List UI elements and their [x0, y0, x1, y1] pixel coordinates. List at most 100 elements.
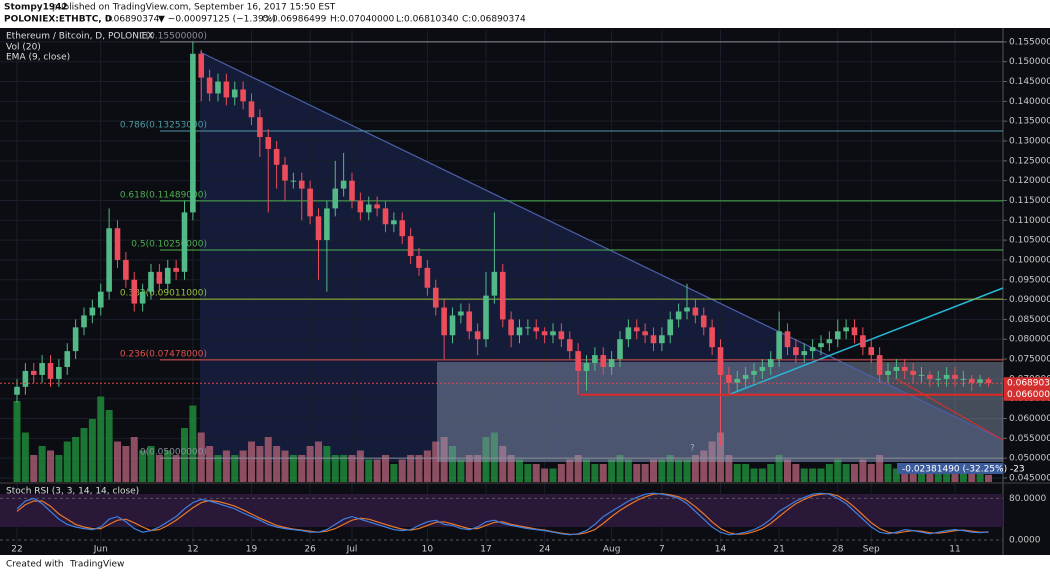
fib-label: 1(0.15500000) — [140, 31, 207, 41]
volume-bar — [725, 455, 733, 482]
candle-body — [106, 228, 112, 292]
volume-bar — [130, 437, 138, 482]
price-label: 0.06600000 — [1007, 390, 1050, 400]
candle-body — [483, 295, 489, 340]
volume-bar — [63, 441, 71, 482]
volume-bar — [340, 455, 348, 482]
volume-bar — [884, 464, 892, 482]
candle-body — [81, 315, 87, 328]
stoch-k-line — [16, 492, 989, 536]
volume-bar — [599, 464, 607, 482]
volume-bar — [449, 446, 456, 482]
candle-body — [114, 228, 121, 260]
volume-bar — [499, 446, 507, 482]
candle-body — [876, 355, 883, 375]
candle-body — [793, 347, 799, 356]
volume-bar — [951, 473, 959, 482]
candle-body — [684, 307, 690, 312]
y-tick-label: 0.09500000 — [1009, 275, 1050, 285]
candle-body — [282, 164, 288, 181]
volume-bar — [30, 455, 38, 482]
volume-bar — [608, 459, 616, 482]
candle-body — [977, 379, 983, 383]
candle-body — [935, 378, 942, 380]
candle-body — [449, 315, 456, 336]
candle-body — [332, 188, 339, 209]
y-tick-label: 0.11500000 — [1009, 196, 1050, 206]
price-label: 0.06890374 — [1007, 379, 1050, 389]
x-tick-label: 12 — [187, 545, 198, 555]
footer-created: Created with — [6, 560, 64, 570]
candle-body — [181, 212, 188, 272]
candle-body — [751, 370, 757, 375]
volume-bar — [909, 468, 917, 482]
candle-body — [432, 287, 439, 308]
y-tick-label: 0.14500000 — [1009, 77, 1050, 87]
volume-bar — [222, 450, 230, 482]
candle-body — [290, 180, 297, 182]
volume-bar — [490, 432, 498, 482]
volume-bar — [306, 446, 314, 482]
volume-bar — [557, 464, 565, 482]
candle-body — [809, 347, 816, 352]
candle-body — [391, 220, 397, 225]
candle-body — [265, 137, 272, 149]
volume-bar — [155, 455, 163, 482]
volume-bar — [842, 464, 850, 482]
candle-body — [826, 339, 833, 344]
candle-body — [952, 374, 958, 379]
volume-bar — [239, 450, 247, 482]
candle-body — [541, 331, 548, 336]
x-tick-label: Aug — [603, 545, 621, 555]
candle-body — [784, 331, 791, 348]
volume-bar — [959, 473, 967, 482]
volume-bar — [532, 464, 540, 482]
candle-body — [64, 351, 71, 367]
candle-body — [324, 208, 330, 241]
candle-body — [801, 351, 808, 356]
volume-bar — [356, 450, 364, 482]
candle-body — [340, 180, 347, 189]
volume-bar — [876, 455, 884, 482]
candle-body — [257, 117, 263, 138]
volume-bar — [541, 468, 549, 482]
y-tick-label: 0.04500000 — [1009, 474, 1050, 484]
volume-bar — [147, 446, 155, 482]
candle-body — [365, 204, 372, 213]
candle-body — [583, 363, 590, 371]
volume-bar — [859, 459, 867, 482]
fib-label: 0.5(0.10250000) — [131, 240, 207, 250]
candle-body — [223, 81, 230, 98]
volume-bar — [197, 432, 205, 482]
volume-bar — [298, 455, 306, 482]
volume-bar — [105, 410, 113, 482]
volume-bar — [323, 446, 331, 482]
volume-bar — [38, 446, 46, 482]
candle-body — [97, 291, 104, 308]
y-tick-label: 0.09000000 — [1009, 295, 1050, 305]
y-tick-label: 0.08500000 — [1009, 315, 1050, 325]
volume-bar — [700, 450, 708, 482]
candle-body — [374, 204, 380, 209]
volume-bar — [289, 455, 297, 482]
volume-bar — [256, 446, 264, 482]
candle-body — [315, 216, 322, 241]
volume-bar — [248, 441, 255, 482]
change: ▼ −0.00097125 (−1.39%) — [158, 15, 276, 25]
candle-body — [416, 255, 422, 268]
x-tick-label: 21 — [773, 545, 784, 555]
candle-body — [273, 148, 280, 165]
volume-bar — [415, 455, 423, 482]
volume-bar — [440, 437, 448, 482]
candle-body — [860, 335, 866, 348]
volume-bar — [13, 401, 21, 482]
candle-body — [558, 331, 565, 340]
candle-body — [885, 370, 891, 375]
stoch-tick-label: 80.0000 — [1009, 494, 1046, 504]
author[interactable]: Stompy1942 — [4, 3, 68, 13]
indicator-label: EMA (9, close) — [6, 53, 70, 63]
footer-brand[interactable]: TradingView — [69, 560, 124, 570]
candle-body — [382, 208, 389, 225]
candle-body — [231, 89, 238, 98]
candle-body — [164, 267, 171, 284]
